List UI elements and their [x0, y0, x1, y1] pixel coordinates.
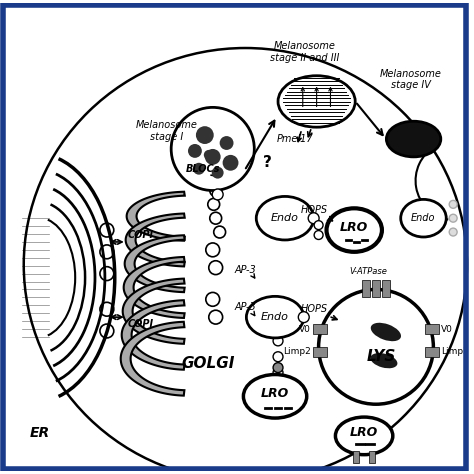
Ellipse shape	[386, 121, 441, 157]
Circle shape	[223, 155, 238, 171]
Text: Melanosome
stage IV: Melanosome stage IV	[380, 69, 442, 91]
Circle shape	[319, 290, 433, 404]
Text: LYS: LYS	[366, 349, 396, 364]
Polygon shape	[125, 235, 185, 292]
Circle shape	[298, 312, 309, 323]
Circle shape	[100, 302, 114, 316]
Circle shape	[273, 363, 283, 373]
Polygon shape	[121, 322, 184, 396]
Text: V0: V0	[299, 325, 310, 334]
Ellipse shape	[327, 208, 382, 252]
Polygon shape	[123, 279, 184, 344]
Circle shape	[210, 212, 222, 224]
Circle shape	[449, 228, 457, 236]
Ellipse shape	[370, 353, 397, 368]
Circle shape	[171, 108, 254, 191]
Circle shape	[273, 368, 283, 377]
Ellipse shape	[246, 296, 304, 338]
Ellipse shape	[278, 76, 355, 127]
Circle shape	[208, 199, 219, 210]
Text: LRO: LRO	[261, 387, 289, 400]
Text: HOPS: HOPS	[301, 205, 328, 215]
Text: LRO: LRO	[350, 427, 378, 439]
Circle shape	[212, 167, 224, 179]
Bar	[426, 324, 439, 334]
Circle shape	[273, 336, 283, 346]
Bar	[426, 347, 439, 357]
Circle shape	[188, 144, 202, 158]
Text: V0: V0	[441, 325, 453, 334]
Ellipse shape	[371, 323, 401, 341]
Ellipse shape	[244, 374, 307, 418]
Circle shape	[204, 150, 214, 160]
Polygon shape	[126, 213, 185, 266]
Bar	[353, 451, 359, 463]
Text: Limp2: Limp2	[283, 347, 310, 356]
Circle shape	[100, 267, 114, 281]
Text: ER: ER	[29, 426, 50, 440]
Circle shape	[205, 149, 220, 165]
Bar	[382, 280, 390, 297]
Text: ?: ?	[263, 155, 272, 170]
Circle shape	[206, 243, 219, 257]
Text: Endo: Endo	[261, 312, 289, 322]
Bar	[313, 324, 327, 334]
Circle shape	[273, 352, 283, 362]
Bar	[369, 451, 375, 463]
Text: COPI: COPI	[128, 319, 154, 329]
Circle shape	[209, 261, 223, 274]
Ellipse shape	[401, 200, 446, 237]
Text: HOPS: HOPS	[301, 304, 328, 314]
Text: Melanosome
stage I: Melanosome stage I	[135, 120, 197, 142]
Bar	[313, 347, 327, 357]
Bar	[372, 280, 380, 297]
Circle shape	[449, 201, 457, 208]
Circle shape	[314, 221, 323, 229]
Circle shape	[100, 223, 114, 237]
Circle shape	[214, 226, 226, 238]
Circle shape	[449, 214, 457, 222]
Text: COPI: COPI	[128, 230, 154, 240]
Circle shape	[212, 189, 223, 200]
Text: LRO: LRO	[340, 220, 368, 234]
Text: V-ATPase: V-ATPase	[349, 267, 387, 276]
Polygon shape	[127, 191, 185, 241]
Text: Pmel17: Pmel17	[276, 134, 313, 144]
Text: Endo: Endo	[271, 213, 299, 223]
Ellipse shape	[256, 196, 314, 240]
Circle shape	[314, 230, 323, 239]
Circle shape	[193, 163, 205, 174]
Text: Endo: Endo	[411, 213, 436, 223]
Circle shape	[219, 136, 234, 150]
Circle shape	[100, 245, 114, 259]
Circle shape	[196, 126, 214, 144]
Circle shape	[210, 184, 222, 196]
Text: Melanosome
stage II and III: Melanosome stage II and III	[270, 41, 339, 63]
Polygon shape	[122, 300, 184, 370]
Text: GOLGI: GOLGI	[181, 356, 235, 371]
Ellipse shape	[336, 417, 393, 455]
Circle shape	[214, 173, 226, 184]
Circle shape	[209, 310, 223, 324]
Polygon shape	[124, 257, 184, 318]
Bar	[362, 280, 370, 297]
Circle shape	[100, 324, 114, 338]
Circle shape	[308, 213, 319, 224]
Text: BLOCs: BLOCs	[186, 164, 220, 174]
Text: AP-3: AP-3	[235, 264, 256, 274]
Text: Limp2: Limp2	[441, 347, 469, 356]
Circle shape	[206, 292, 219, 306]
Text: AP-3: AP-3	[235, 302, 256, 312]
